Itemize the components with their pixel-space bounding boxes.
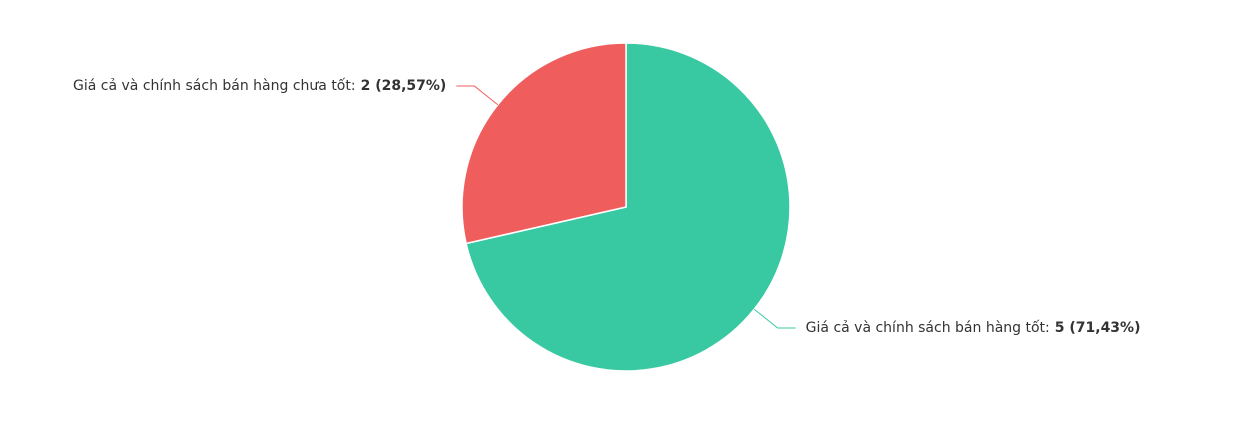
value-label: 2 (28,57%) bbox=[361, 78, 447, 94]
category-label: Giá cả và chính sách bán hàng tốt: bbox=[806, 319, 1050, 336]
pie-slice bbox=[461, 42, 627, 245]
leader-line bbox=[456, 85, 499, 106]
category-label: Giá cả và chính sách bán hàng chưa tốt: bbox=[73, 77, 356, 94]
slice-label: Giá cả và chính sách bán hàng tốt: 5 (71,… bbox=[806, 319, 1141, 336]
value-label: 5 (71,43%) bbox=[1055, 320, 1141, 336]
leader-line bbox=[753, 308, 796, 329]
slice-label: Giá cả và chính sách bán hàng chưa tốt: 2… bbox=[73, 77, 446, 94]
pie-slice bbox=[465, 42, 791, 372]
